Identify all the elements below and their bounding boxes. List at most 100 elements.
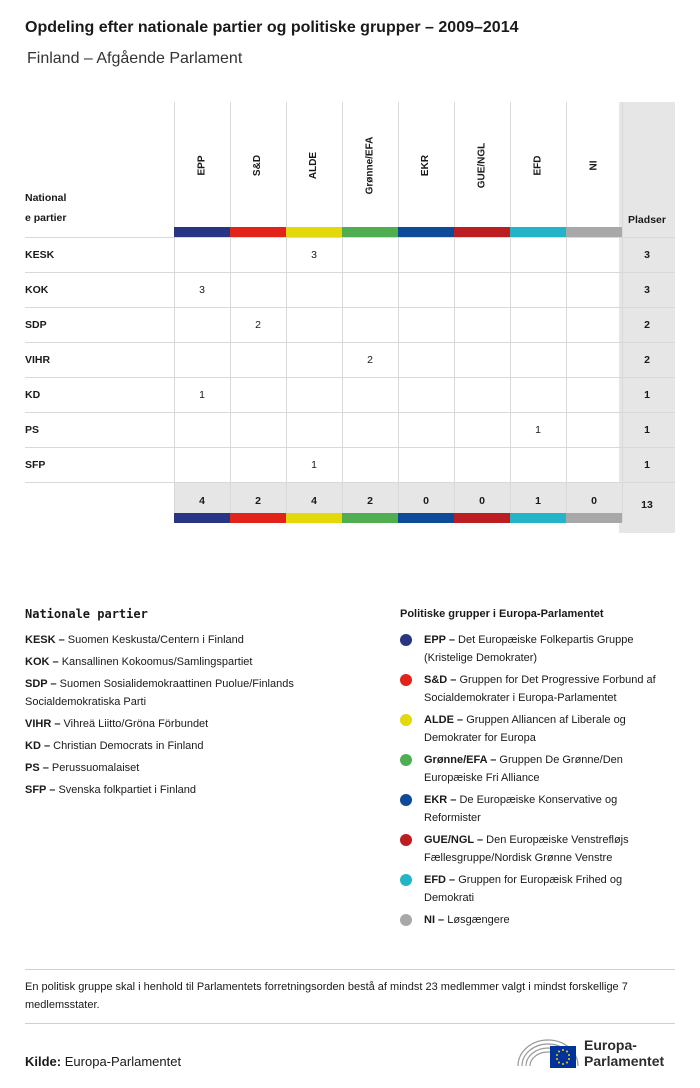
group-color-bar [174,227,230,237]
party-name: Svenska folkpartiet i Finland [58,784,197,796]
separator: – [51,718,64,730]
group-color-bar [342,227,398,237]
group-total-cell: 0 [479,495,485,507]
party-seat-total: 1 [644,389,650,401]
separator: – [55,634,68,646]
separator: – [453,714,467,726]
column-divider [286,102,287,522]
seat-count-cell: 3 [311,249,317,261]
group-color-bar [230,227,286,237]
party-abbreviation: SFP [25,784,47,796]
group-description: NI – Løsgængere [424,911,510,929]
column-divider [566,102,567,522]
group-column-header: ALDE [286,110,342,220]
group-color-bar [510,227,566,237]
political-group-item: NI – Løsgængere [400,911,675,929]
separator: – [39,762,52,774]
national-party-item: PS – Perussuomalaiset [25,759,355,777]
group-abbreviation: EKR [424,794,448,806]
group-label: GUE/NGL [476,142,488,188]
group-name: De Europæiske Konservative og Reformiste… [424,794,618,824]
party-row-label: SFP [25,459,46,471]
group-description: EPP – Det Europæiske Folkepartis Gruppe … [424,631,675,667]
group-description: GUE/NGL – Den Europæiske Venstrefløjs Fæ… [424,831,675,867]
group-name: Løsgængere [447,914,510,926]
seats-column-background [619,102,675,533]
group-color-bar [230,513,286,523]
group-label: Grønne/EFA [364,136,376,194]
row-divider [25,342,675,343]
political-group-item: EKR – De Europæiske Konservative og Refo… [400,791,675,827]
row-divider [25,482,675,483]
political-group-item: EFD – Gruppen for Europæisk Frihed og De… [400,871,675,907]
group-color-dot-icon [400,914,412,926]
divider [25,1023,675,1024]
source-label: Kilde: [25,1054,62,1069]
group-color-bar [510,513,566,523]
seats-column-header: Pladser [628,214,666,226]
national-party-item: SFP – Svenska folkpartiet i Finland [25,781,355,799]
row-divider [25,447,675,448]
party-seat-total: 3 [644,284,650,296]
group-total-cell: 2 [255,495,261,507]
group-abbreviation: NI [424,914,435,926]
separator: – [47,678,60,690]
party-name: Suomen Keskusta/Centern i Finland [67,634,244,646]
national-party-item: VIHR – Vihreä Liitto/Gröna Förbundet [25,715,355,733]
party-name: Perussuomalaiset [51,762,140,774]
group-color-dot-icon [400,794,412,806]
party-row-label: VIHR [25,354,51,366]
group-name: Gruppen Alliancen af Liberale og Demokra… [424,714,626,744]
column-divider [622,102,623,522]
group-total-cell: 4 [311,495,317,507]
logo-wordmark: Europa- Parlamentet [584,1037,665,1069]
source-value: Europa-Parlamentet [64,1054,182,1069]
group-description: EKR – De Europæiske Konservative og Refo… [424,791,675,827]
political-group-item: ALDE – Gruppen Alliancen af Liberale og … [400,711,675,747]
group-color-dot-icon [400,714,412,726]
party-seat-total: 1 [644,459,650,471]
group-description: S&D – Gruppen for Det Progressive Forbun… [424,671,675,707]
party-abbreviation: KESK [25,634,56,646]
party-row-label: SDP [25,319,47,331]
group-name: Den Europæiske Venstrefløjs Fællesgruppe… [424,834,629,864]
page-title: Opdeling efter nationale partier og poli… [25,19,519,36]
group-color-bar [566,513,622,523]
national-parties-legend: KESK – Suomen Keskusta/Centern i Finland… [25,631,355,803]
party-name: Vihreä Liitto/Gröna Förbundet [63,718,209,730]
group-column-header: NI [566,110,622,220]
grand-total-seats: 13 [641,499,653,511]
separator: – [46,784,59,796]
party-abbreviation: PS [25,762,40,774]
seat-count-cell: 1 [535,424,541,436]
group-description: Grønne/EFA – Gruppen De Grønne/Den Europ… [424,751,675,787]
national-party-item: KD – Christian Democrats in Finland [25,737,355,755]
group-name: Gruppen for Det Progressive Forbund af S… [424,674,656,704]
separator: – [473,834,487,846]
group-total-cell: 1 [535,495,541,507]
political-group-item: Grønne/EFA – Gruppen De Grønne/Den Europ… [400,751,675,787]
column-divider [230,102,231,522]
party-row-label: KOK [25,284,49,296]
group-total-cell: 0 [423,495,429,507]
group-color-bar [286,227,342,237]
national-party-item: KOK – Kansallinen Kokoomus/Samlingsparti… [25,653,355,671]
separator: – [447,674,460,686]
party-seat-total: 3 [644,249,650,261]
political-groups-heading: Politiske grupper i Europa-Parlamentet [400,608,604,620]
seat-count-cell: 3 [199,284,205,296]
parliament-hemicycle-icon [517,1039,579,1068]
group-color-dot-icon [400,754,412,766]
group-color-bar [286,513,342,523]
seat-count-cell: 1 [199,389,205,401]
separator: – [445,634,459,646]
national-parties-heading: Nationale partier [25,607,148,621]
group-total-cell: 0 [591,495,597,507]
group-total-cell: 4 [199,495,205,507]
group-color-bar [398,513,454,523]
group-name: Gruppen De Grønne/Den Europæiske Fri All… [424,754,623,784]
separator: – [40,740,54,752]
row-divider [25,307,675,308]
footnote: En politisk gruppe skal i henhold til Pa… [25,981,628,1011]
source-line: Kilde: Europa-Parlamentet [25,1054,181,1069]
